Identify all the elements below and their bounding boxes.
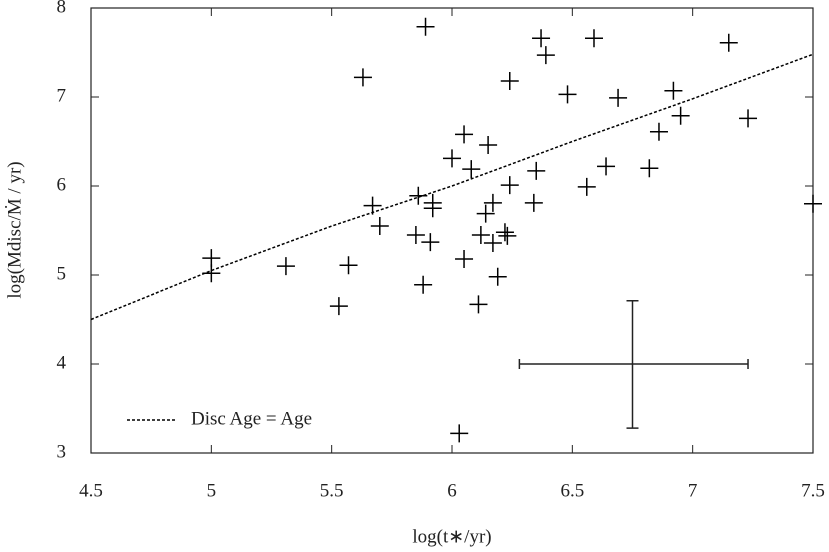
line-series xyxy=(90,53,814,321)
point xyxy=(597,157,616,176)
point xyxy=(339,256,358,275)
point xyxy=(421,233,440,252)
point xyxy=(450,424,469,443)
x-tick-label: 6 xyxy=(447,480,457,501)
x-axis-title: log(t∗/yr) xyxy=(412,526,491,547)
point xyxy=(202,264,221,283)
point xyxy=(483,193,502,212)
point xyxy=(353,68,372,87)
point xyxy=(471,225,490,244)
point xyxy=(479,136,498,155)
x-tick-label: 6.5 xyxy=(560,480,584,501)
point xyxy=(640,159,659,178)
x-tick-label: 7 xyxy=(688,480,698,501)
point xyxy=(455,249,474,268)
y-axis-title: log(Mdisc/Ṁ / yr) xyxy=(4,161,25,298)
legend-label: Disc Age = Age xyxy=(191,408,312,429)
point xyxy=(276,257,295,276)
point xyxy=(524,193,543,212)
x-tick-label: 7.5 xyxy=(801,480,825,501)
point xyxy=(483,233,502,252)
y-tick-label: 4 xyxy=(57,352,67,373)
point xyxy=(476,204,495,223)
point xyxy=(363,196,382,215)
point xyxy=(527,161,546,180)
point xyxy=(664,81,683,100)
y-tick-label: 7 xyxy=(57,85,67,106)
point xyxy=(469,295,488,314)
point xyxy=(462,160,481,179)
point xyxy=(329,297,348,316)
point xyxy=(577,177,596,196)
point xyxy=(609,88,628,107)
plot-frame xyxy=(90,7,814,454)
point xyxy=(649,122,668,141)
point xyxy=(532,29,551,48)
error-bar-x xyxy=(518,359,749,369)
y-tick-label: 6 xyxy=(57,174,67,195)
y-tick-label: 5 xyxy=(57,263,67,284)
point xyxy=(719,33,738,52)
point xyxy=(488,267,507,286)
point xyxy=(455,125,474,144)
point xyxy=(804,194,822,213)
x-tick-label: 5 xyxy=(207,480,217,501)
point xyxy=(414,275,433,294)
error-bar-y xyxy=(626,300,639,429)
y-tick-label: 8 xyxy=(57,0,67,17)
point xyxy=(671,106,690,125)
y-tick-label: 3 xyxy=(57,441,67,462)
point xyxy=(558,85,577,104)
point xyxy=(584,29,603,48)
point xyxy=(500,176,519,195)
point xyxy=(202,249,221,268)
point xyxy=(495,223,514,242)
point xyxy=(498,226,517,245)
x-tick-label: 5.5 xyxy=(320,480,344,501)
point xyxy=(423,199,442,218)
point xyxy=(536,46,555,65)
point xyxy=(500,71,519,90)
x-tick-label: 4.5 xyxy=(79,480,103,501)
point xyxy=(370,217,389,236)
point xyxy=(739,109,758,128)
point xyxy=(416,17,435,36)
point xyxy=(443,149,461,168)
point xyxy=(406,225,425,244)
